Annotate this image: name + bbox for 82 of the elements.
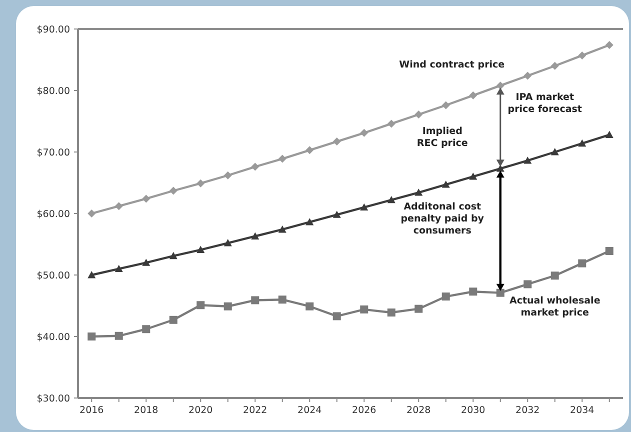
point [605, 130, 614, 138]
point [142, 258, 150, 266]
point [224, 171, 232, 180]
point [88, 271, 96, 278]
point [88, 210, 96, 218]
point [496, 82, 504, 90]
point [360, 128, 368, 137]
point [387, 308, 396, 317]
point [550, 62, 559, 70]
point [442, 292, 450, 301]
point [414, 188, 423, 196]
point [278, 296, 286, 304]
point [550, 272, 559, 280]
point [114, 332, 123, 340]
y-tick-label: $80.00 [36, 86, 70, 97]
point [251, 162, 260, 171]
point [196, 179, 205, 188]
x-tick-label: 2028 [406, 405, 431, 416]
x-tick-label: 2020 [188, 405, 213, 416]
point [224, 239, 232, 246]
point [114, 202, 123, 210]
point [360, 305, 368, 314]
point [251, 296, 260, 304]
y-tick-label: $70.00 [36, 148, 70, 158]
point [387, 196, 396, 204]
point [142, 194, 150, 203]
point [169, 316, 178, 324]
point [224, 302, 232, 310]
point [442, 101, 450, 110]
point [196, 246, 205, 253]
point [114, 264, 123, 272]
point [469, 172, 478, 180]
point [414, 304, 423, 313]
point [332, 312, 341, 320]
series-label: Actual wholesale market price [509, 296, 600, 319]
point [469, 288, 478, 296]
point [169, 252, 178, 260]
y-tick-label: $60.00 [36, 209, 70, 220]
series-label: Wind contract price [399, 59, 505, 70]
point [278, 225, 286, 233]
annotation: Implied REC price [416, 126, 468, 150]
point [496, 164, 504, 172]
point [306, 218, 314, 226]
x-tick-label: 2030 [461, 405, 486, 416]
point [306, 302, 314, 310]
x-tick-label: 2024 [298, 405, 322, 416]
y-tick-label: $30.00 [36, 394, 70, 404]
point [88, 332, 96, 340]
point [524, 156, 532, 164]
x-tick-label: 2018 [134, 405, 158, 416]
point [196, 301, 205, 310]
y-tick-label: $50.00 [36, 270, 70, 282]
point [605, 247, 614, 256]
point [332, 210, 341, 218]
point [550, 148, 559, 156]
point [524, 280, 532, 288]
point [251, 232, 260, 240]
point [605, 40, 614, 49]
annotation: Additonal cost penalty paid by consumers [400, 201, 485, 236]
point [142, 325, 150, 334]
y-tick-label: $40.00 [36, 332, 70, 343]
point [578, 259, 586, 268]
point [278, 154, 286, 163]
point [496, 288, 504, 297]
x-tick-label: 2022 [243, 405, 268, 416]
point [169, 186, 178, 195]
point [578, 139, 586, 147]
point [332, 138, 341, 146]
point [414, 110, 423, 118]
point [387, 120, 396, 128]
x-tick-label: 2034 [570, 405, 594, 416]
point [360, 203, 368, 211]
point [442, 180, 450, 188]
point [524, 72, 532, 80]
y-tick-label: $90.00 [36, 24, 70, 36]
text: IPA market price forecast [508, 92, 582, 115]
point [578, 51, 586, 60]
x-tick-label: 2016 [80, 405, 104, 416]
x-tick-label: 2026 [352, 405, 376, 416]
point [306, 146, 314, 154]
point [469, 91, 478, 100]
x-tick-label: 2032 [516, 405, 540, 416]
